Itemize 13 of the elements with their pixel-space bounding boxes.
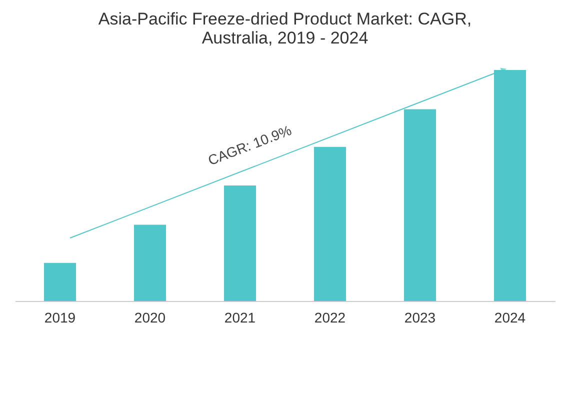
text: Asia-Pacific Freeze-dried Product Market: CAGR, bbox=[98, 10, 472, 29]
bar bbox=[314, 146, 346, 301]
annotation: CAGR: 10.9% bbox=[206, 122, 294, 168]
bar bbox=[224, 186, 256, 301]
x-tick-label: 2022 bbox=[314, 310, 346, 326]
x-tick-label: 2020 bbox=[134, 310, 166, 326]
x-tick-label: 2023 bbox=[404, 310, 436, 326]
x-tick-label: 2024 bbox=[494, 310, 526, 326]
x-tick-label: 2019 bbox=[44, 310, 76, 326]
x-tick-label: 2021 bbox=[224, 310, 256, 326]
text: Australia, 2019 - 2024 bbox=[202, 28, 368, 48]
bar bbox=[134, 224, 166, 301]
bar bbox=[44, 262, 76, 301]
